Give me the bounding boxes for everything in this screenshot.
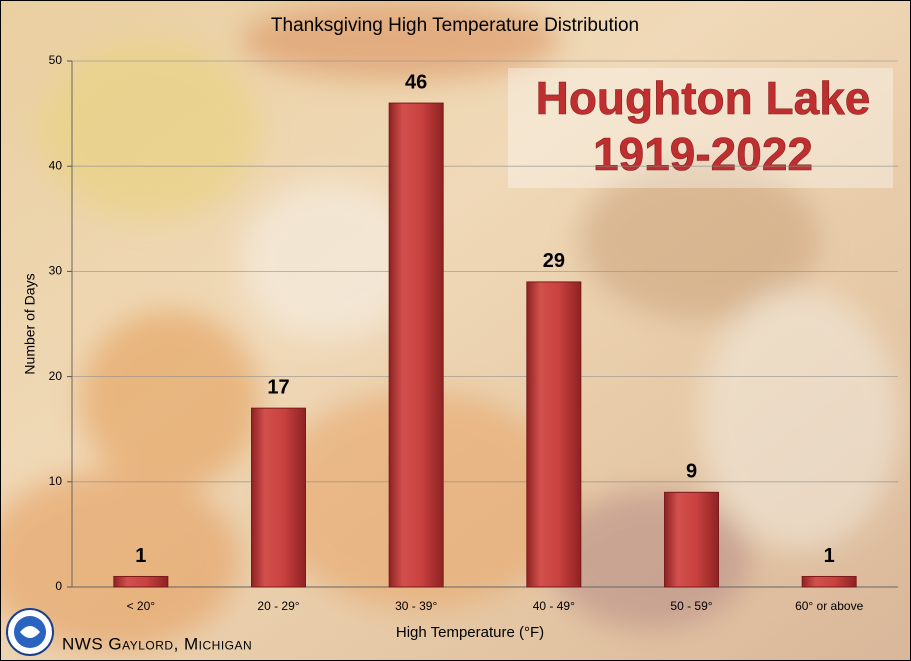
nws-logo [6,608,54,656]
x-tick-label: < 20° [127,599,156,613]
bar [526,281,582,588]
bar [251,407,306,588]
value-label: 46 [405,71,427,93]
x-tick-label: 20 - 29° [257,599,299,613]
y-tick-label: 30 [49,264,63,278]
bar [388,102,444,588]
annotation-box [508,68,893,188]
x-axis-label: High Temperature (°F) [396,624,544,641]
annotation-line: 1919-2022 [593,128,813,180]
value-label: 1 [824,545,835,567]
footer: NWS Gaylord, Michigan [62,634,252,653]
y-tick-label: 50 [49,53,63,67]
y-tick-label: 40 [49,158,63,172]
bar [113,575,169,588]
annotation-line: Houghton Lake [536,72,871,124]
y-tick-label: 0 [55,579,62,593]
y-tick-label: 10 [49,474,63,488]
value-label: 17 [267,376,289,398]
bar [801,575,857,588]
y-tick-label: 20 [49,369,63,383]
y-axis-label: Number of Days [22,273,38,374]
chart-title: Thanksgiving High Temperature Distributi… [271,15,639,36]
value-label: 29 [543,250,565,272]
x-tick-label: 40 - 49° [533,599,575,613]
x-tick-label: 50 - 59° [670,599,712,613]
value-label: 1 [135,545,146,567]
x-tick-label: 60° or above [795,599,864,613]
x-tick-label: 30 - 39° [395,599,437,613]
value-label: 9 [686,461,697,483]
bar [664,491,719,588]
